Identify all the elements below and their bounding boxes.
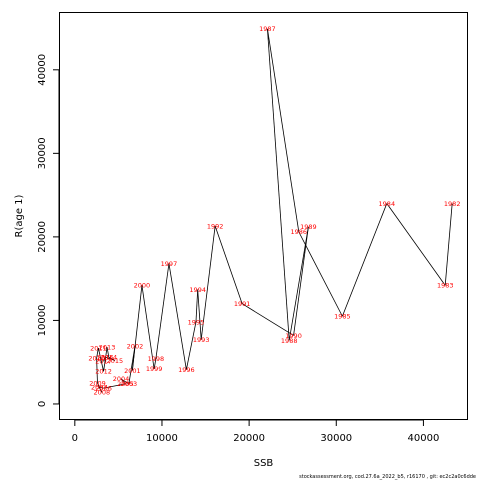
series-segment (241, 303, 294, 336)
series-segment (444, 203, 453, 286)
year-label: 1992 (207, 222, 224, 230)
series-segment (185, 322, 197, 370)
year-label: 1989 (300, 223, 317, 231)
series-segment (103, 357, 106, 362)
year-label: 1997 (161, 260, 178, 268)
series-segment (195, 289, 199, 323)
series-segment (97, 347, 104, 372)
y-tick-label: 30000 (37, 137, 48, 169)
year-label: 2002 (127, 343, 144, 351)
year-label: 1984 (379, 200, 396, 208)
year-label: 1982 (444, 200, 461, 208)
x-tick-label: 0 (72, 433, 78, 444)
series-segment (103, 383, 126, 389)
year-label: 2001 (124, 367, 141, 375)
year-label: 1994 (189, 286, 206, 294)
year-label: 1983 (437, 282, 454, 290)
series-segment (153, 358, 157, 369)
series-segment (128, 346, 136, 384)
y-axis-title: R(age 1) (14, 194, 25, 237)
series-segment (267, 28, 300, 232)
series-segment (288, 226, 309, 341)
year-label: 2007 (91, 384, 108, 392)
year-label: 2008 (94, 389, 111, 397)
year-label: 2010 (88, 354, 105, 362)
year-label: 2003 (121, 380, 138, 388)
year-label: 2015 (107, 357, 124, 365)
year-label: 1985 (334, 313, 351, 321)
year-label: 1988 (281, 337, 298, 345)
x-tick-label: 30000 (320, 433, 352, 444)
year-label: 1996 (178, 366, 195, 374)
series-segment (155, 263, 170, 359)
y-tick-label: 10000 (37, 305, 48, 337)
year-label: 2012 (95, 368, 112, 376)
series-segment (293, 226, 309, 336)
year-label: 1998 (148, 355, 165, 363)
y-tick-label: 40000 (37, 54, 48, 86)
x-tick-label: 20000 (233, 433, 265, 444)
year-label: 2017 (95, 358, 112, 366)
year-label: 2013 (99, 343, 116, 351)
series-segment (103, 347, 108, 372)
year-label: 2004 (113, 375, 130, 383)
year-label: 1990 (285, 332, 302, 340)
series-segment (97, 382, 103, 393)
series-segment (120, 378, 126, 385)
series-segment (386, 203, 446, 286)
year-label: 2005 (117, 380, 134, 388)
series-segment (214, 225, 243, 304)
year-label: 2009 (89, 379, 106, 387)
year-label: 1993 (193, 336, 210, 344)
year-label: 2014 (101, 353, 118, 361)
year-label: 1987 (259, 25, 276, 33)
x-tick-label: 10000 (146, 433, 178, 444)
series-segment (141, 285, 155, 369)
y-tick-label: 0 (37, 401, 48, 407)
series-segment (96, 358, 98, 384)
series-segment (106, 347, 110, 358)
year-label: 1991 (234, 300, 251, 308)
x-axis: 0 10000 20000 30000 40000 (72, 419, 440, 444)
year-label: 2011 (90, 344, 107, 352)
series-segment (342, 203, 388, 317)
year-label: 1995 (188, 318, 205, 326)
x-tick-label: 40000 (408, 433, 440, 444)
series-segment (120, 378, 130, 385)
y-tick-label: 20000 (37, 221, 48, 253)
year-label: 2006 (95, 384, 112, 392)
series-segment (197, 289, 202, 340)
y-axis: 0 10000 20000 30000 40000 (37, 54, 60, 407)
series-segment (105, 356, 116, 361)
year-label: 2016 (97, 353, 114, 361)
year-label: 1999 (146, 365, 163, 373)
series-segment (200, 225, 216, 340)
year-label: 1986 (291, 228, 308, 236)
point-labels: 1982 1983 1984 1985 1986 1987 1988 1989 1990 1991… (88, 25, 460, 396)
x-axis-title: SSB (254, 458, 274, 469)
series-path (96, 28, 453, 393)
series-segment (267, 28, 290, 341)
year-label: 2000 (134, 282, 151, 290)
footer-text: stockassessment.org, cod.27.6a_2022_b5, … (299, 474, 476, 480)
series-segment (168, 263, 187, 370)
series-segment (96, 347, 99, 359)
